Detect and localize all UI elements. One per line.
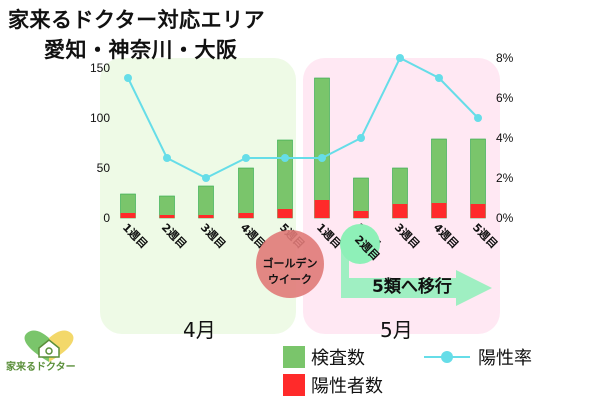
rate-point	[202, 174, 210, 182]
rate-point	[281, 154, 289, 162]
legend-line-rate	[424, 346, 470, 368]
golden-week-label-line1: ゴールデン	[263, 256, 318, 270]
highlight-circle	[340, 224, 380, 264]
legend-item-tests: 検査数	[283, 344, 365, 370]
rate-point	[435, 74, 443, 82]
period-label-may: 5月	[380, 318, 413, 342]
bar-positives	[120, 213, 136, 218]
legend-swatch-positives	[283, 374, 305, 396]
bar-positives	[470, 204, 486, 218]
bar-positives	[353, 211, 369, 218]
y-left-tick-label: 150	[90, 61, 110, 75]
legend-item-rate: 陽性率	[424, 344, 532, 370]
chart-title: 家来るドクター対応エリア	[8, 8, 266, 32]
period-bg-april	[100, 58, 296, 334]
legend-label-rate: 陽性率	[478, 348, 532, 369]
rate-point	[318, 154, 326, 162]
rate-point	[357, 134, 365, 142]
rate-point	[163, 154, 171, 162]
y-right-tick-label: 6%	[496, 91, 514, 105]
rate-point	[396, 54, 404, 62]
shift-arrow-icon	[341, 238, 492, 306]
bar-positives	[392, 204, 408, 218]
bar-positives	[238, 213, 254, 218]
y-left-tick-label: 50	[97, 161, 111, 175]
bar-positives	[431, 203, 447, 218]
y-right-tick-label: 2%	[496, 171, 514, 185]
y-left-tick-label: 0	[103, 211, 110, 225]
rate-point	[474, 114, 482, 122]
legend-swatch-tests	[283, 346, 305, 368]
shift-note: 5類へ移行	[372, 277, 452, 297]
golden-week-label-line2: ウイーク	[268, 273, 312, 286]
bar-tests	[277, 139, 293, 219]
y-right-tick-label: 0%	[496, 211, 514, 225]
logo-text: 家来るドクター	[6, 362, 76, 373]
golden-week-circle	[256, 230, 324, 298]
y-right-tick-label: 8%	[496, 51, 514, 65]
house-heart-logo-icon	[24, 330, 74, 362]
period-label-april: 4月	[183, 318, 216, 342]
bar-tests	[314, 77, 330, 219]
bar-tests	[238, 167, 254, 219]
chart-subtitle: 愛知・神奈川・大阪	[44, 38, 238, 62]
bar-positives	[314, 200, 330, 218]
rate-point	[242, 154, 250, 162]
bar-positives	[198, 215, 214, 218]
rate-line	[127, 56, 479, 180]
legend-label-positives: 陽性者数	[311, 376, 383, 397]
rate-point	[124, 74, 132, 82]
bar-tests	[198, 185, 214, 219]
legend-label-tests: 検査数	[311, 348, 365, 369]
bar-tests	[159, 195, 175, 219]
y-left-tick-label: 100	[90, 111, 110, 125]
bar-positives	[159, 215, 175, 218]
bar-positives	[277, 209, 293, 218]
y-right-tick-label: 4%	[496, 131, 514, 145]
legend-item-positives: 陽性者数	[283, 372, 383, 398]
